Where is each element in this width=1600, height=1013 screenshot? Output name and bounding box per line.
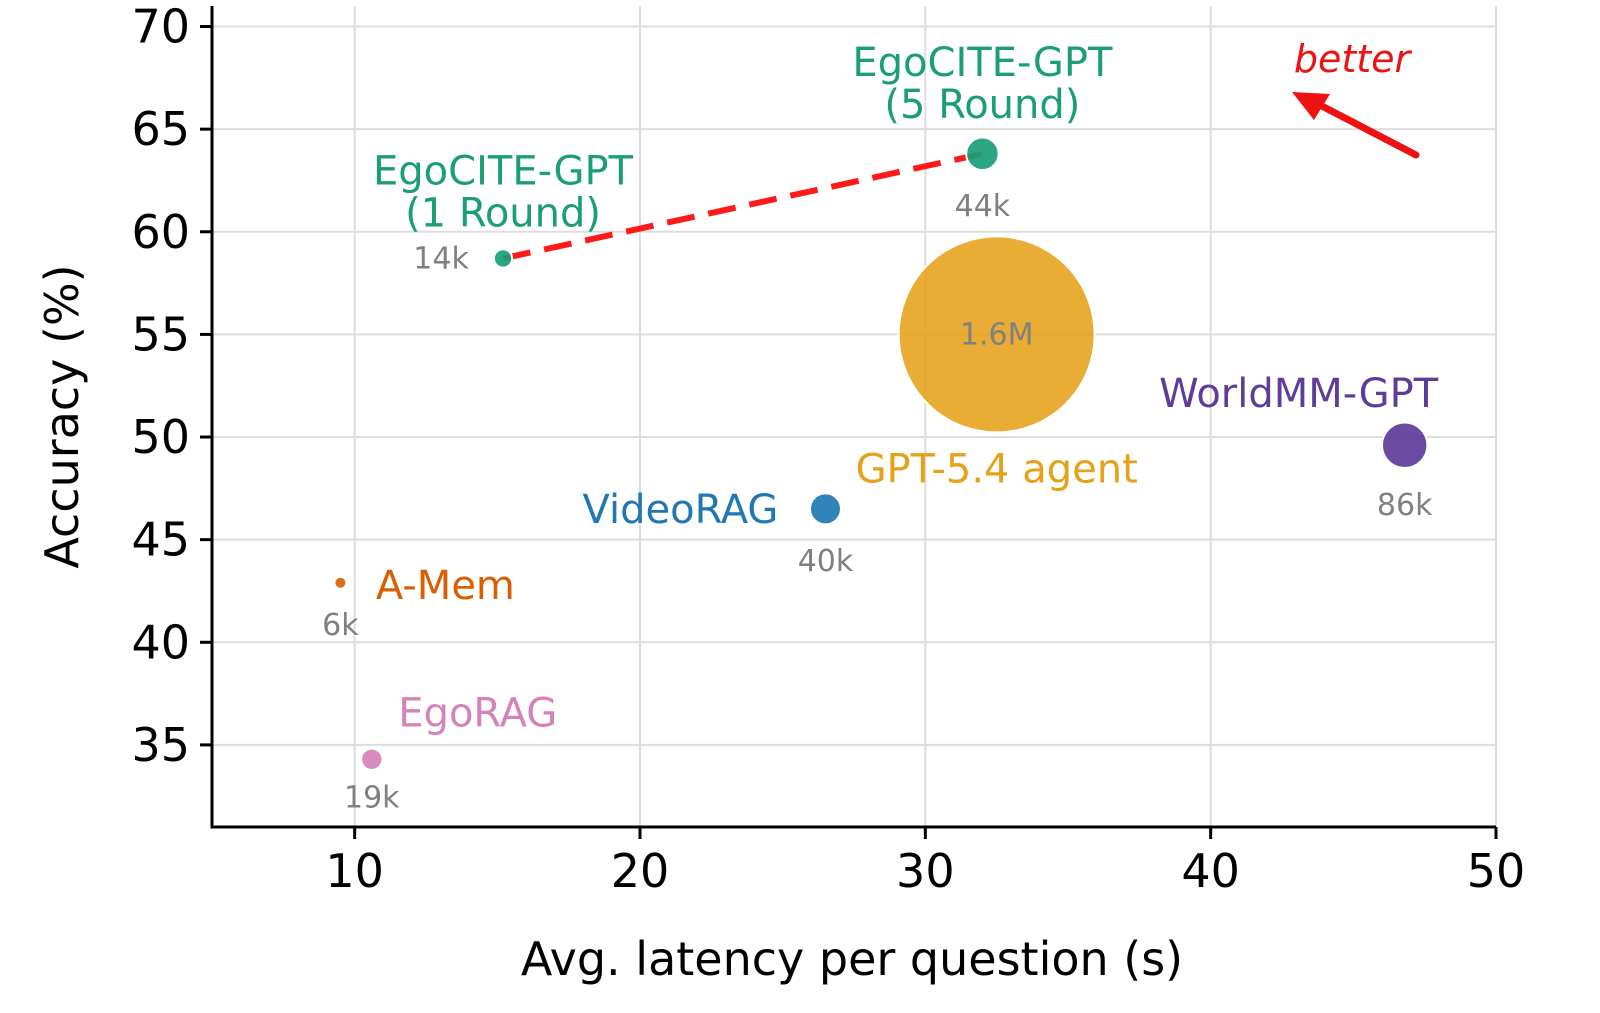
better-arrow-head <box>1292 92 1330 120</box>
method-label-line: A-Mem <box>376 563 515 609</box>
y-tick-label: 65 <box>131 102 190 156</box>
y-tick-label: 45 <box>131 513 190 567</box>
x-tick-label: 40 <box>1181 844 1240 898</box>
data-points <box>333 136 1429 771</box>
method-label: EgoCITE-GPT (5 Round) <box>852 40 1113 128</box>
method-label-line: EgoCITE-GPT <box>852 40 1113 86</box>
method-label: EgoCITE-GPT (1 Round) <box>373 148 634 236</box>
method-label-line: VideoRAG <box>583 487 779 533</box>
grid-lines <box>212 6 1497 827</box>
method-label-line: (1 Round) <box>405 190 601 236</box>
x-tick-label: 10 <box>325 844 384 898</box>
method-label-line: (5 Round) <box>884 82 1080 128</box>
token-size-label: 14k <box>413 241 469 276</box>
point-videorag <box>808 492 842 526</box>
method-label: A-Mem <box>376 563 515 609</box>
y-tick-label: 70 <box>131 0 190 54</box>
point-egocite-gpt-1 <box>492 248 514 269</box>
y-tick-label: 35 <box>131 718 190 772</box>
y-tick-label: 60 <box>131 205 190 259</box>
axes: 10 20 30 40 50 35 40 45 50 55 60 65 70 Avg. latency p… <box>35 0 1525 986</box>
point-egocite-gpt-5 <box>965 136 1000 172</box>
point-gpt-5-4-agent <box>897 235 1096 434</box>
x-axis-title: Avg. latency per question (s) <box>521 932 1183 986</box>
y-tick-label: 40 <box>131 615 190 669</box>
x-tick-label: 30 <box>896 844 955 898</box>
token-size-label: 40k <box>798 544 854 579</box>
token-size-label: 1.6M <box>960 317 1034 352</box>
method-label: EgoRAG <box>398 690 557 736</box>
token-size-label: 19k <box>344 780 400 815</box>
better-label: better <box>1294 37 1413 81</box>
method-label: VideoRAG <box>583 487 779 533</box>
x-tick-label: 50 <box>1467 844 1526 898</box>
y-tick-label: 55 <box>131 307 190 361</box>
method-label: GPT-5.4 agent <box>856 446 1138 492</box>
y-axis-title: Accuracy (%) <box>35 264 89 568</box>
method-label-line: WorldMM-GPT <box>1159 371 1439 417</box>
y-tick-label: 50 <box>131 410 190 464</box>
method-label-line: GPT-5.4 agent <box>856 446 1138 492</box>
token-size-label: 6k <box>322 608 359 643</box>
better-arrow-shaft <box>1314 100 1420 159</box>
point-egorag <box>360 747 384 771</box>
method-label-line: EgoRAG <box>398 690 557 736</box>
point-a-mem <box>333 575 348 590</box>
x-tick-label: 20 <box>611 844 670 898</box>
better-annotation: better <box>1292 37 1420 159</box>
point-worldmm-gpt <box>1380 421 1429 469</box>
method-label: WorldMM-GPT <box>1159 371 1439 417</box>
token-size-label: 86k <box>1377 488 1433 523</box>
token-size-label: 44k <box>955 189 1011 224</box>
method-label-line: EgoCITE-GPT <box>373 148 634 194</box>
